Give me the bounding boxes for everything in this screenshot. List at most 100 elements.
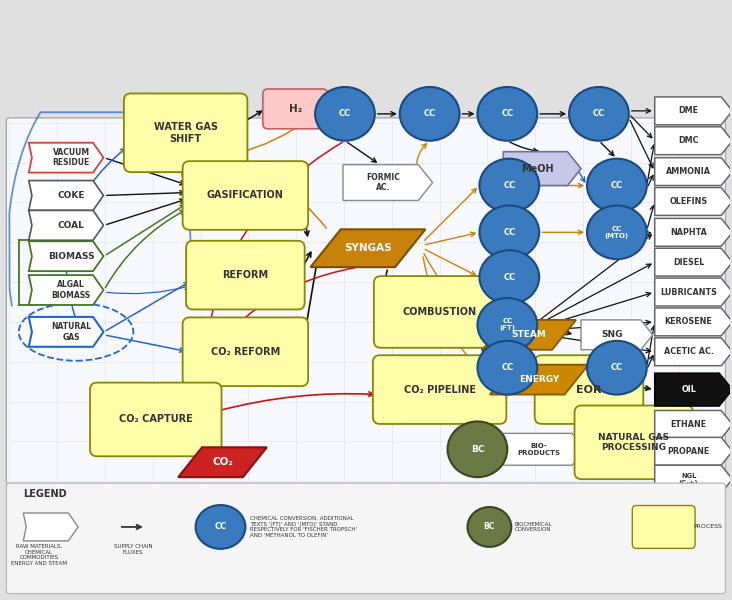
Text: BIOMASS: BIOMASS [48,252,94,261]
Text: COMBUSTION: COMBUSTION [403,307,477,317]
Text: LUBRICANTS: LUBRICANTS [660,287,717,296]
Text: NAPHTA: NAPHTA [670,228,707,237]
FancyBboxPatch shape [7,118,725,484]
Text: CC: CC [214,523,227,532]
Ellipse shape [477,298,537,352]
Ellipse shape [400,87,460,141]
Ellipse shape [477,87,537,141]
Ellipse shape [477,341,537,395]
Polygon shape [29,317,103,347]
Text: BIOCHEMICAL
CONVERSION: BIOCHEMICAL CONVERSION [515,521,552,532]
Ellipse shape [479,158,539,212]
Polygon shape [654,127,732,155]
Text: NATURAL
GAS: NATURAL GAS [51,322,91,341]
Text: CC: CC [501,109,513,118]
Text: PROPANE: PROPANE [668,447,710,456]
Text: BC: BC [471,445,484,454]
Polygon shape [482,320,576,350]
Polygon shape [654,338,732,365]
Polygon shape [490,365,589,395]
Polygon shape [654,465,732,493]
FancyBboxPatch shape [575,406,693,479]
Text: SNG: SNG [601,331,623,340]
Polygon shape [654,410,732,439]
Text: CC
(MTO): CC (MTO) [605,226,629,239]
Text: OIL: OIL [681,385,696,394]
Ellipse shape [195,505,245,549]
FancyBboxPatch shape [7,483,725,593]
FancyBboxPatch shape [373,355,507,424]
Text: DIESEL: DIESEL [673,257,704,266]
FancyBboxPatch shape [183,317,308,386]
Text: CC: CC [503,272,515,281]
FancyBboxPatch shape [263,89,327,129]
Text: OLEFINS: OLEFINS [670,197,708,206]
Polygon shape [654,437,732,465]
Polygon shape [654,373,732,406]
Text: STEAM: STEAM [512,331,547,340]
Text: PROCESS: PROCESS [693,524,722,529]
Text: CHEMICAL CONVERSION. ADDITIONAL
TEXTS '(FT)' AND '(MTO)' STAND
RESPECTIVELY FOR : CHEMICAL CONVERSION. ADDITIONAL TEXTS '(… [250,516,357,538]
Text: REFORM: REFORM [223,270,269,280]
Text: ETHANE: ETHANE [671,420,706,429]
Text: KEROSENE: KEROSENE [665,317,712,326]
Text: CO₂ CAPTURE: CO₂ CAPTURE [119,415,193,424]
FancyBboxPatch shape [124,94,247,172]
Text: SUPPLY CHAIN
FLUXES: SUPPLY CHAIN FLUXES [113,544,152,554]
Text: NGL
(C₄+): NGL (C₄+) [679,473,698,485]
FancyBboxPatch shape [534,355,643,424]
FancyBboxPatch shape [374,276,505,348]
Text: CO₂ REFORM: CO₂ REFORM [211,347,280,357]
Text: CC: CC [610,363,623,372]
Polygon shape [654,97,732,125]
Ellipse shape [447,421,507,477]
Polygon shape [581,320,653,350]
Text: ENERGY: ENERGY [519,375,559,384]
Polygon shape [29,211,103,240]
Ellipse shape [315,87,375,141]
Text: VACUUM
RESIDUE: VACUUM RESIDUE [53,148,90,167]
Text: BIO-
PRODUCTS: BIO- PRODUCTS [518,443,561,456]
Text: CC
(FT): CC (FT) [499,319,515,331]
Text: COAL: COAL [58,221,84,230]
Text: BC: BC [484,523,495,532]
Text: ALGAL
BIOMASS: ALGAL BIOMASS [51,280,91,300]
Ellipse shape [479,205,539,259]
Polygon shape [178,448,266,477]
Text: CC: CC [503,181,515,190]
Text: CC: CC [424,109,436,118]
Polygon shape [23,513,78,541]
Ellipse shape [468,507,512,547]
Polygon shape [654,218,732,246]
Ellipse shape [587,205,647,259]
Text: SYNGAS: SYNGAS [344,243,392,253]
Polygon shape [343,164,433,200]
Text: DMC: DMC [679,136,699,145]
Ellipse shape [569,87,629,141]
Text: COKE: COKE [57,191,85,200]
Polygon shape [654,158,732,185]
Text: DME: DME [679,106,698,115]
Text: CC: CC [593,109,605,118]
Polygon shape [29,275,103,305]
Ellipse shape [479,250,539,304]
Polygon shape [29,181,103,211]
Text: AMMONIA: AMMONIA [666,167,711,176]
Text: ACETIC AC.: ACETIC AC. [664,347,714,356]
Text: CO₂: CO₂ [212,457,233,467]
Polygon shape [654,278,732,306]
Text: RAW MATERIALS,
CHEMICAL
COMMODITIES
ENERGY AND STEAM: RAW MATERIALS, CHEMICAL COMMODITIES ENER… [11,544,67,566]
Text: CC: CC [610,181,623,190]
Polygon shape [654,248,732,276]
Text: CO₂ PIPELINE: CO₂ PIPELINE [403,385,476,395]
Text: MeOH: MeOH [521,164,553,173]
Text: CC: CC [501,363,513,372]
Polygon shape [29,143,103,173]
Text: FORMIC
AC.: FORMIC AC. [366,173,400,192]
Text: CC: CC [503,228,515,237]
Text: WATER GAS
SHIFT: WATER GAS SHIFT [154,122,217,143]
Polygon shape [310,229,425,267]
FancyBboxPatch shape [632,506,695,548]
Text: CC: CC [339,109,351,118]
Polygon shape [504,152,581,185]
